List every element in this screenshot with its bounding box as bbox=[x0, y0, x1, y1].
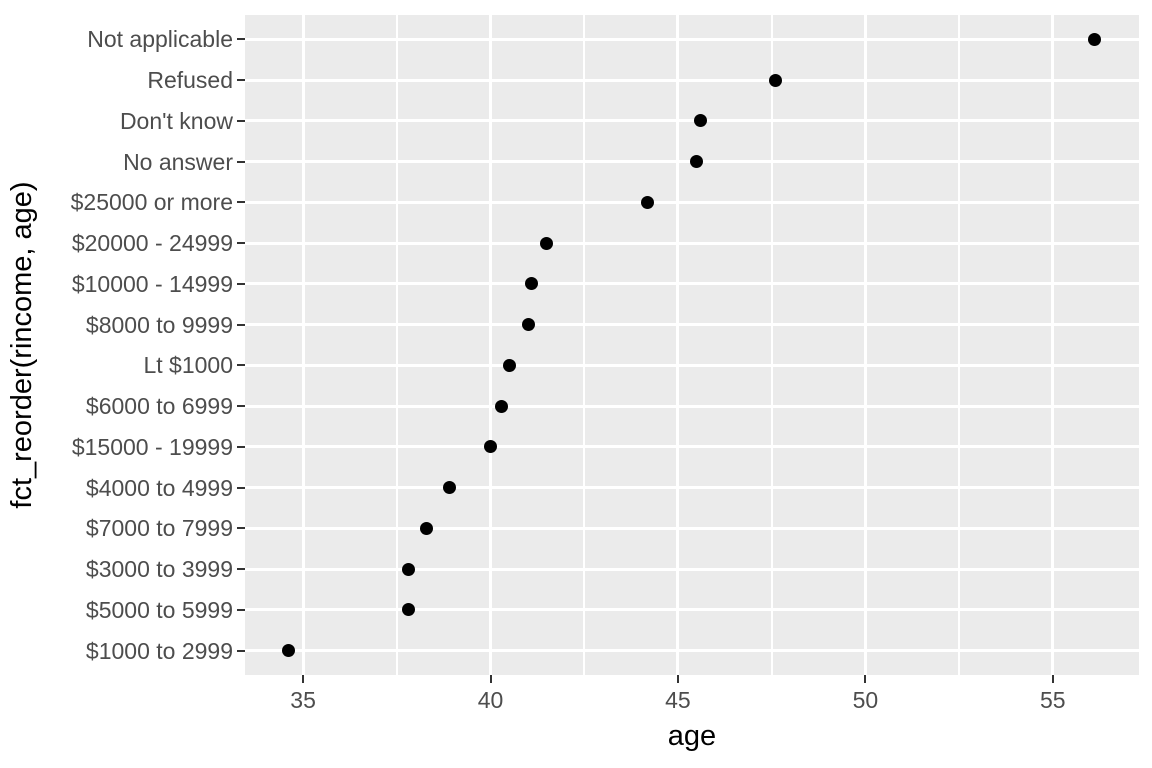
x-tick-mark bbox=[489, 675, 492, 683]
x-tick-mark bbox=[302, 675, 305, 683]
gridline-y-major bbox=[245, 78, 1139, 82]
y-tick-label: $1000 to 2999 bbox=[85, 637, 233, 664]
y-tick-label: $6000 to 6999 bbox=[85, 393, 233, 420]
y-tick-mark bbox=[237, 527, 245, 530]
data-point bbox=[502, 358, 516, 372]
gridline-y-major bbox=[245, 526, 1139, 530]
y-tick-label: $3000 to 3999 bbox=[85, 556, 233, 583]
y-tick-label: $25000 or more bbox=[70, 189, 233, 216]
gridline-x-minor bbox=[395, 15, 398, 675]
data-point bbox=[495, 399, 509, 413]
gridline-x-major bbox=[1051, 15, 1055, 675]
data-point bbox=[693, 114, 707, 128]
y-tick-mark bbox=[237, 608, 245, 611]
gridline-x-major bbox=[489, 15, 493, 675]
y-tick-mark bbox=[237, 405, 245, 408]
y-tick-label: $4000 to 4999 bbox=[85, 474, 233, 501]
data-point bbox=[1087, 32, 1101, 46]
y-tick-label: Not applicable bbox=[87, 26, 233, 53]
gridline-y-major bbox=[245, 486, 1139, 490]
x-tick-mark bbox=[1051, 675, 1054, 683]
gridline-x-minor bbox=[583, 15, 586, 675]
gridline-x-minor bbox=[958, 15, 961, 675]
gridline-y-major bbox=[245, 323, 1139, 327]
y-tick-label: No answer bbox=[123, 148, 233, 175]
y-tick-label: $15000 - 19999 bbox=[71, 433, 233, 460]
gridline-y-major bbox=[245, 282, 1139, 286]
gridline-y-major bbox=[245, 567, 1139, 571]
data-point bbox=[401, 562, 415, 576]
plot-panel bbox=[245, 15, 1139, 675]
data-point bbox=[484, 440, 498, 454]
gridline-y-major bbox=[245, 200, 1139, 204]
gridline-x-major bbox=[301, 15, 305, 675]
y-tick-label: $10000 - 14999 bbox=[71, 270, 233, 297]
y-tick-mark bbox=[237, 323, 245, 326]
y-tick-label: Refused bbox=[147, 67, 233, 94]
data-point bbox=[690, 155, 704, 169]
x-tick-label: 50 bbox=[852, 687, 879, 713]
y-tick-mark bbox=[237, 486, 245, 489]
data-point bbox=[420, 521, 434, 535]
y-tick-label: Lt $1000 bbox=[143, 352, 233, 379]
y-tick-mark bbox=[237, 364, 245, 367]
data-point bbox=[521, 318, 535, 332]
y-tick-mark bbox=[237, 201, 245, 204]
y-tick-mark bbox=[237, 568, 245, 571]
gridline-y-major bbox=[245, 37, 1139, 41]
y-tick-label: $20000 - 24999 bbox=[71, 230, 233, 257]
gridline-x-minor bbox=[770, 15, 773, 675]
gridline-y-major bbox=[245, 363, 1139, 367]
x-axis-title: age bbox=[667, 720, 717, 752]
y-tick-mark bbox=[237, 282, 245, 285]
gridline-y-major bbox=[245, 119, 1139, 123]
y-tick-label: Don't know bbox=[119, 107, 233, 134]
data-point bbox=[281, 644, 295, 658]
x-tick-mark bbox=[864, 675, 867, 683]
data-point bbox=[401, 603, 415, 617]
data-point bbox=[525, 277, 539, 291]
x-tick-mark bbox=[676, 675, 679, 683]
data-point bbox=[540, 236, 554, 250]
y-tick-label: $5000 to 5999 bbox=[85, 596, 233, 623]
gridline-x-major bbox=[863, 15, 867, 675]
x-tick-label: 40 bbox=[477, 687, 504, 713]
y-tick-mark bbox=[237, 160, 245, 163]
x-tick-label: 55 bbox=[1039, 687, 1066, 713]
y-tick-mark bbox=[237, 242, 245, 245]
x-tick-label: 35 bbox=[290, 687, 316, 713]
gridline-x-major bbox=[676, 15, 680, 675]
y-tick-label: $7000 to 7999 bbox=[85, 515, 233, 542]
y-tick-mark bbox=[237, 79, 245, 82]
gridline-y-major bbox=[245, 404, 1139, 408]
data-point bbox=[641, 195, 655, 209]
y-tick-mark bbox=[237, 38, 245, 41]
y-tick-mark bbox=[237, 119, 245, 122]
gridline-y-major bbox=[245, 608, 1139, 612]
y-tick-mark bbox=[237, 445, 245, 448]
y-tick-mark bbox=[237, 649, 245, 652]
data-point bbox=[442, 481, 456, 495]
gridline-y-major bbox=[245, 445, 1139, 449]
gridline-y-major bbox=[245, 649, 1139, 653]
x-tick-label: 45 bbox=[665, 687, 691, 713]
data-point bbox=[768, 73, 782, 87]
gridline-y-major bbox=[245, 241, 1139, 245]
y-tick-label: $8000 to 9999 bbox=[85, 311, 233, 338]
